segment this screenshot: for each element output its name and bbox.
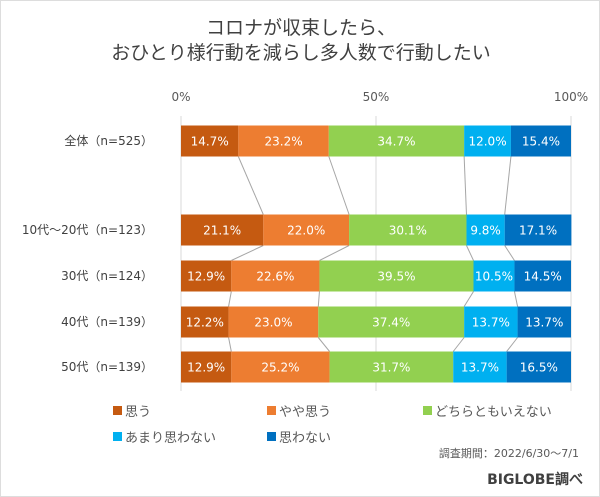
bar-segment	[319, 260, 474, 292]
bar-segment	[473, 260, 515, 292]
series-connector-line	[504, 245, 515, 261]
data-label: 10.5%	[475, 270, 513, 284]
data-label: 22.0%	[287, 224, 325, 238]
legend-label: 思わない	[279, 431, 332, 446]
bar-segment	[514, 260, 571, 292]
series-connector-line	[463, 291, 474, 307]
data-label: 12.2%	[186, 316, 224, 330]
x-tick-label: 0%	[171, 90, 190, 104]
data-label: 21.1%	[203, 224, 241, 238]
bar-segment	[329, 351, 454, 383]
series-connector-line	[231, 245, 264, 261]
data-label: 17.1%	[519, 224, 557, 238]
bar-segment	[181, 260, 232, 292]
series-connector-line	[513, 291, 519, 307]
bar-segment	[318, 306, 465, 338]
category-label: 50代（n=139）	[61, 360, 153, 374]
data-label: 16.5%	[520, 361, 558, 375]
series-connector-line	[506, 337, 518, 352]
bar-segment	[181, 214, 264, 246]
category-label: 全体（n=525）	[64, 133, 153, 148]
bar-segment	[328, 125, 465, 157]
bar-segment	[510, 125, 571, 157]
bar-segment	[181, 306, 229, 338]
x-tick-label: 50%	[363, 90, 390, 104]
chart-title-line-2: おひとり様行動を減らし多人数で行動したい	[111, 42, 491, 64]
data-label: 15.4%	[522, 135, 560, 149]
data-label: 23.2%	[265, 135, 303, 149]
legend-swatch	[113, 432, 122, 441]
survey-period: 調査期間：2022/6/30～7/1	[438, 447, 579, 460]
series-connector-line	[319, 245, 350, 261]
series-connector-line	[466, 245, 474, 261]
series-connector-line	[452, 337, 465, 352]
data-label: 39.5%	[377, 270, 415, 284]
bar-segment	[517, 306, 571, 338]
category-label: 30代（n=124）	[61, 269, 153, 283]
data-label: 13.7%	[525, 316, 563, 330]
series-connector-line	[228, 291, 232, 307]
source-label: BIGLOBE調べ	[487, 472, 583, 488]
data-label: 12.0%	[468, 135, 506, 149]
x-tick-label: 100%	[554, 90, 588, 104]
bar-segment	[466, 214, 505, 246]
series-connector-line	[463, 156, 467, 215]
legend-label: あまり思わない	[125, 431, 217, 446]
data-label: 14.5%	[524, 270, 562, 284]
data-label: 9.8%	[470, 224, 501, 238]
data-label: 25.2%	[261, 361, 299, 375]
data-label: 30.1%	[389, 224, 427, 238]
series-connector-line	[317, 337, 330, 352]
bar-segment	[464, 125, 511, 157]
bar-segment	[506, 351, 571, 383]
bar-segment	[238, 125, 329, 157]
data-label: 14.7%	[191, 135, 229, 149]
data-label: 31.7%	[372, 361, 410, 375]
legend-swatch	[267, 406, 276, 415]
data-label: 13.7%	[461, 361, 499, 375]
series-connector-line	[328, 156, 350, 215]
category-label: 10代～20代（n=123）	[22, 223, 153, 237]
data-label: 12.9%	[187, 270, 225, 284]
data-label: 37.4%	[372, 316, 410, 330]
chart-title-line-1: コロナが収束したら、	[205, 17, 396, 39]
series-connector-line	[228, 337, 232, 352]
legend-label: 思う	[125, 405, 152, 420]
legend-swatch	[113, 406, 122, 415]
legend-item-4: 思わない	[267, 427, 331, 446]
data-label: 22.6%	[256, 270, 294, 284]
legend-item-2: どちらともいえない	[423, 401, 552, 420]
legend-label: どちらともいえない	[435, 405, 552, 420]
legend-label: やや思う	[279, 405, 332, 420]
bar-segment	[504, 214, 572, 246]
bar-segment	[464, 306, 518, 338]
legend-swatch	[267, 432, 276, 441]
legend-item-0: 思う	[113, 401, 151, 420]
legend-swatch	[423, 406, 432, 415]
data-label: 34.7%	[377, 135, 415, 149]
data-label: 12.9%	[187, 361, 225, 375]
data-label: 13.7%	[472, 316, 510, 330]
series-connector-line	[317, 291, 320, 307]
bar-segment	[263, 214, 350, 246]
legend-item-1: やや思う	[267, 401, 331, 420]
bar-segment	[349, 214, 467, 246]
legend-item-3: あまり思わない	[113, 427, 216, 446]
bar-segment	[231, 351, 330, 383]
category-label: 40代（n=139）	[61, 315, 153, 329]
data-label: 23.0%	[254, 316, 292, 330]
bar-segment	[453, 351, 507, 383]
bar-segment	[228, 306, 319, 338]
bar-segment	[231, 260, 320, 292]
series-connector-line	[237, 156, 264, 215]
series-connector-line	[504, 156, 512, 215]
bar-segment	[181, 351, 232, 383]
bar-segment	[181, 125, 239, 157]
